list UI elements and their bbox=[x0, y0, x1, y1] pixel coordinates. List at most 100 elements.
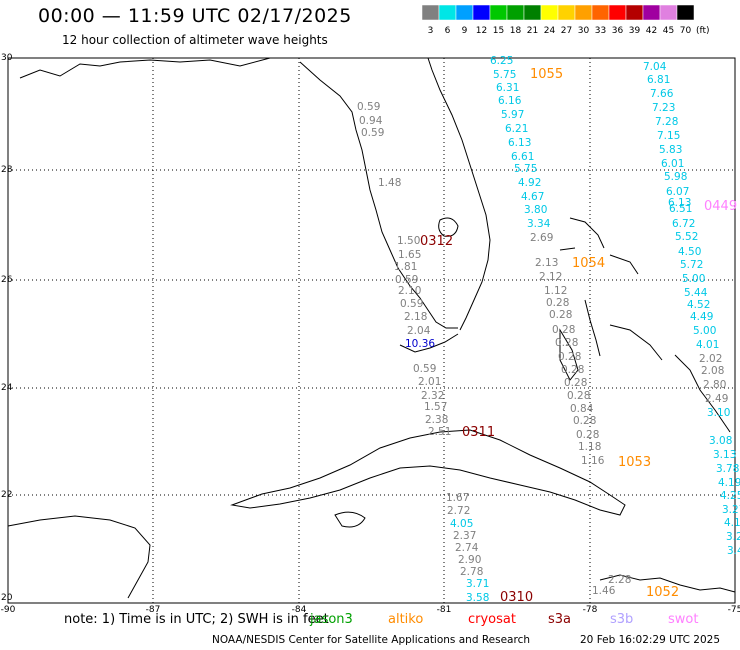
legend-label-27: 27 bbox=[561, 26, 572, 36]
wave-height-value: 0.28 bbox=[552, 324, 575, 336]
wave-height-value: 0.28 bbox=[555, 337, 578, 349]
plot-frame bbox=[7, 57, 736, 604]
wave-height-value: 2.78 bbox=[460, 566, 483, 578]
gulf-coastline bbox=[19, 57, 271, 79]
lat-tick-label: 28 bbox=[1, 165, 13, 175]
wave-height-value: 5.83 bbox=[659, 144, 682, 156]
hispaniola-edge bbox=[599, 574, 736, 593]
footnote-prefix: note: 1) Time is in UTC; 2) SWH is in fe… bbox=[64, 612, 329, 627]
legend-label-42: 42 bbox=[646, 26, 657, 36]
color-scale-legend: 3 6 9 12 15 18 21 24 27 30 33 36 39 42 45 70 (ft) bbox=[422, 5, 710, 36]
wave-height-value: 2.04 bbox=[407, 325, 431, 337]
isle-of-youth bbox=[334, 511, 366, 528]
wave-height-value: 0.28 bbox=[558, 351, 581, 363]
wave-height-value: 5.75 bbox=[514, 163, 537, 175]
wave-height-value: 7.66 bbox=[650, 88, 674, 100]
wave-height-value: 0.59 bbox=[413, 363, 436, 375]
legend-label-12: 12 bbox=[476, 26, 487, 36]
track-label: 0311 bbox=[462, 425, 495, 440]
wave-height-value: 0.59 bbox=[400, 298, 423, 310]
wave-height-value: 2.13 bbox=[535, 257, 558, 269]
wave-height-value: 6.13 bbox=[508, 137, 531, 149]
wave-height-value: 0.28 bbox=[576, 429, 599, 441]
legend-label-6: 6 bbox=[445, 26, 451, 36]
wave-height-value: 6.01 bbox=[661, 158, 684, 170]
track-label: 0449 bbox=[704, 199, 737, 214]
wave-height-value: 3.08 bbox=[709, 435, 732, 447]
lon-tick-label: -90 bbox=[1, 605, 16, 615]
wave-height-value: 5.75 bbox=[493, 69, 516, 81]
wave-height-value: 2.72 bbox=[447, 505, 470, 517]
wave-height-value: 7.23 bbox=[652, 102, 675, 114]
wave-height-value: 2.74 bbox=[455, 542, 479, 554]
legend-label-15: 15 bbox=[493, 26, 504, 36]
wave-height-value: 5.00 bbox=[682, 273, 705, 285]
wave-height-value: 0.94 bbox=[359, 115, 383, 127]
wave-height-value: 0.59 bbox=[357, 101, 380, 113]
wave-height-value: 0.84 bbox=[570, 403, 594, 415]
legend-label-18: 18 bbox=[510, 26, 522, 36]
footnote: note: 1) Time is in UTC; 2) SWH is in fe… bbox=[64, 612, 329, 627]
wave-height-value: 4.67 bbox=[521, 191, 544, 203]
track-label: 1052 bbox=[646, 585, 679, 600]
wave-height-value: 1.16 bbox=[581, 455, 605, 467]
wave-height-value: 4.52 bbox=[687, 299, 710, 311]
wave-height-value: 4.49 bbox=[690, 311, 713, 323]
legend-label-24: 24 bbox=[544, 26, 556, 36]
andros-island bbox=[559, 328, 579, 381]
lon-tick-label: -78 bbox=[583, 605, 598, 615]
track-label: 1055 bbox=[530, 67, 563, 82]
wave-height-value: 0.59 bbox=[395, 274, 418, 286]
wave-height-value: 6.25 bbox=[490, 55, 513, 67]
wave-height-value: 3.80 bbox=[524, 204, 547, 216]
wave-height-value: 4.92 bbox=[518, 177, 541, 189]
bahamas-central bbox=[584, 299, 731, 433]
wave-height-value: 6.16 bbox=[498, 95, 522, 107]
wave-height-value: 2.08 bbox=[701, 365, 724, 377]
wave-height-value: 6.61 bbox=[511, 151, 534, 163]
wave-height-value: 4.05 bbox=[450, 518, 473, 530]
legend-label-30: 30 bbox=[578, 26, 590, 36]
generated-timestamp: 20 Feb 16:02:29 UTC 2025 bbox=[580, 634, 720, 646]
wave-height-value: 1.81 bbox=[394, 261, 417, 273]
legend-label-36: 36 bbox=[612, 26, 624, 36]
wave-height-value: 3.10 bbox=[707, 407, 730, 419]
satellite-s3b: s3b bbox=[610, 612, 634, 627]
wave-height-value: 4.19 bbox=[718, 477, 740, 489]
wave-height-value: 2.02 bbox=[699, 353, 722, 365]
wave-height-value: 3.13 bbox=[713, 449, 736, 461]
wave-height-value: 3.34 bbox=[527, 218, 551, 230]
wave-height-value: 2.69 bbox=[530, 232, 553, 244]
lon-tick-label: -87 bbox=[146, 605, 161, 615]
lake-okeechobee bbox=[438, 217, 459, 237]
satellite-altiko: altiko bbox=[388, 612, 424, 627]
wave-height-value: 1.50 bbox=[397, 235, 420, 247]
wave-height-value: 2.80 bbox=[703, 379, 726, 391]
wave-height-value: 2.37 bbox=[453, 530, 476, 542]
wave-height-value: 2.90 bbox=[458, 554, 481, 566]
legend-label-33: 33 bbox=[595, 26, 606, 36]
wave-height-value: 2.51 bbox=[428, 426, 451, 438]
legend-label-21: 21 bbox=[527, 26, 538, 36]
wave-height-value: 4.25 bbox=[720, 490, 740, 502]
legend-label-70: 70 bbox=[680, 26, 692, 36]
wave-height-value: 1.65 bbox=[398, 249, 421, 261]
lat-tick-label: 24 bbox=[1, 383, 13, 393]
legend-label-39: 39 bbox=[629, 26, 641, 36]
wave-height-value: 3.2 bbox=[726, 531, 740, 543]
legend-label-3: 3 bbox=[428, 26, 434, 36]
map-title: 00:00 — 11:59 UTC 02/17/2025 bbox=[38, 5, 352, 27]
wave-height-value: 1.12 bbox=[544, 285, 567, 297]
wave-height-value: 6.13 bbox=[668, 197, 691, 209]
wave-height-value: 2.10 bbox=[398, 285, 421, 297]
satellite-tracks: 1055 0312 1054 0449 0311 1053 0310 1052 6.25 5.75… bbox=[357, 55, 740, 605]
wave-height-value: 3.4 bbox=[727, 545, 740, 557]
wave-height-value: 4.50 bbox=[678, 246, 701, 258]
wave-height-value: 7.04 bbox=[643, 61, 667, 73]
wave-height-value: 1.48 bbox=[378, 177, 401, 189]
tick-labels: -90 -87 -84 -81 -78 -75 30 28 26 24 22 20 bbox=[1, 53, 740, 615]
wave-height-value: 2.01 bbox=[418, 376, 441, 388]
yucatan-coast bbox=[7, 515, 151, 599]
wave-height-value: 1.67 bbox=[446, 492, 469, 504]
